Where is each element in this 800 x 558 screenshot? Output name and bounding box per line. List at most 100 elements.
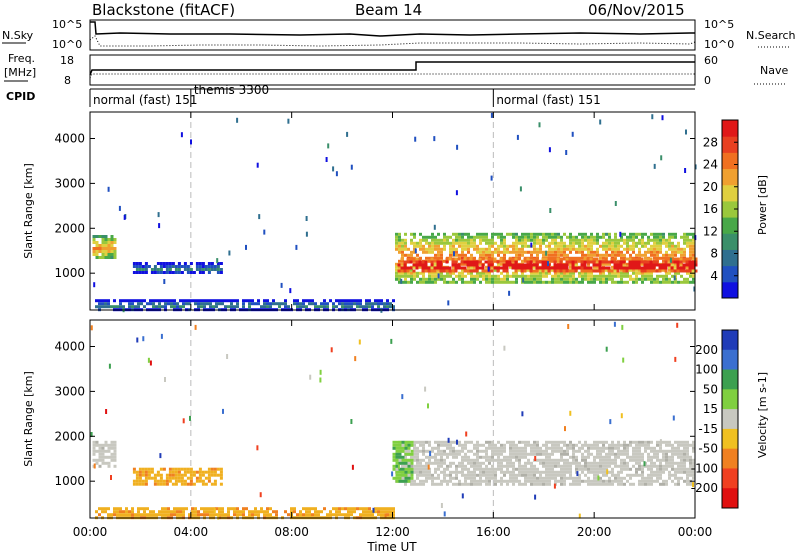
echo-cell [407, 479, 411, 483]
echo-cell [539, 476, 542, 480]
echo-cell [206, 507, 209, 511]
nsearch-label: N.Search [746, 29, 796, 42]
echo-cell [686, 238, 689, 242]
echo-cell [479, 482, 482, 486]
echo-cell [138, 271, 142, 274]
echo-cell [680, 452, 683, 456]
echo-cell [434, 244, 437, 248]
echo-cell [470, 253, 473, 257]
echo-cell [587, 253, 590, 257]
echo-cell [652, 269, 656, 273]
echo-cell [665, 467, 668, 471]
echo-cell [110, 440, 114, 444]
echo-cell [437, 238, 440, 242]
echo-cell [305, 513, 308, 517]
echo-cell [213, 268, 217, 271]
echo-cell [635, 232, 638, 236]
echo-cell [628, 266, 632, 270]
echo-cell [683, 253, 686, 257]
echo-cell [638, 241, 641, 245]
echo-cell [572, 482, 575, 486]
echo-cell [173, 507, 176, 511]
echo-cell [443, 235, 446, 239]
echo-cell [581, 458, 584, 462]
echo-cell [574, 269, 578, 273]
echo-cell [548, 244, 551, 248]
echo-cell [548, 455, 551, 459]
echo-cell [611, 241, 614, 245]
echo-cell [461, 274, 464, 278]
echo-cell [623, 467, 626, 471]
echo-noise [372, 507, 375, 513]
echo-cell [161, 507, 164, 511]
echo-cell [527, 452, 530, 456]
echo-cell [449, 247, 452, 251]
echo-cell [433, 266, 437, 270]
echo-cell [590, 247, 593, 251]
echo-cell [647, 464, 650, 468]
echo-cell [662, 467, 665, 471]
echo-cell [503, 455, 506, 459]
echo-cell [542, 271, 545, 275]
echo-noise [443, 511, 446, 517]
echo-cell [491, 446, 494, 450]
echo-noise [263, 229, 266, 235]
echo-cell [443, 238, 446, 242]
echo-noise [427, 464, 430, 470]
echo-cell [485, 232, 488, 236]
echo-cell [410, 476, 414, 480]
echo-cell [389, 305, 392, 309]
echo-cell [192, 470, 196, 474]
echo-cell [418, 257, 422, 261]
echo-cell [170, 510, 173, 514]
echo-cell [401, 238, 404, 242]
echo-cell [596, 232, 599, 236]
echo-cell [344, 507, 347, 511]
echo-cell [611, 443, 614, 447]
echo-cell [592, 269, 596, 273]
echo-cell [125, 513, 128, 517]
echo-cell [173, 510, 176, 514]
echo-noise [567, 324, 570, 329]
echo-cell [608, 277, 611, 281]
echo-cell [494, 458, 497, 462]
echo-cell [110, 455, 114, 459]
echo-cell [494, 452, 497, 456]
echo-cell [413, 247, 416, 251]
echo-cell [143, 513, 146, 517]
echo-cell [641, 470, 644, 474]
echo-cell [524, 455, 527, 459]
echo-cell [110, 238, 114, 241]
echo-cell [410, 268, 413, 272]
echo-cell [415, 257, 419, 261]
echo-cell [635, 268, 638, 272]
echo-cell [476, 482, 479, 486]
echo-cell [131, 299, 134, 303]
echo-cell [611, 247, 614, 251]
echo-cell [425, 280, 428, 284]
echo-cell [598, 266, 602, 270]
echo-cell [164, 510, 167, 514]
echo-cell [596, 473, 599, 477]
echo-cell [653, 232, 656, 236]
echo-cell [677, 247, 680, 251]
echo-cell [515, 479, 518, 483]
echo-cell [161, 510, 164, 514]
echo-cell [692, 241, 695, 245]
echo-cell [530, 452, 533, 456]
echo-cell [665, 274, 668, 278]
echo-cell [677, 479, 680, 483]
echo-noise [401, 394, 404, 400]
echo-cell [551, 253, 554, 257]
echo-cell [413, 449, 416, 453]
echo-cell [655, 260, 659, 264]
echo-cell [210, 268, 214, 271]
freq-trace [89, 61, 695, 76]
echo-cell [419, 458, 422, 462]
echo-cell [455, 473, 458, 477]
echo-cell [575, 482, 578, 486]
echo-cell [485, 446, 488, 450]
echo-cell [422, 250, 425, 254]
echo-cell [592, 260, 596, 264]
